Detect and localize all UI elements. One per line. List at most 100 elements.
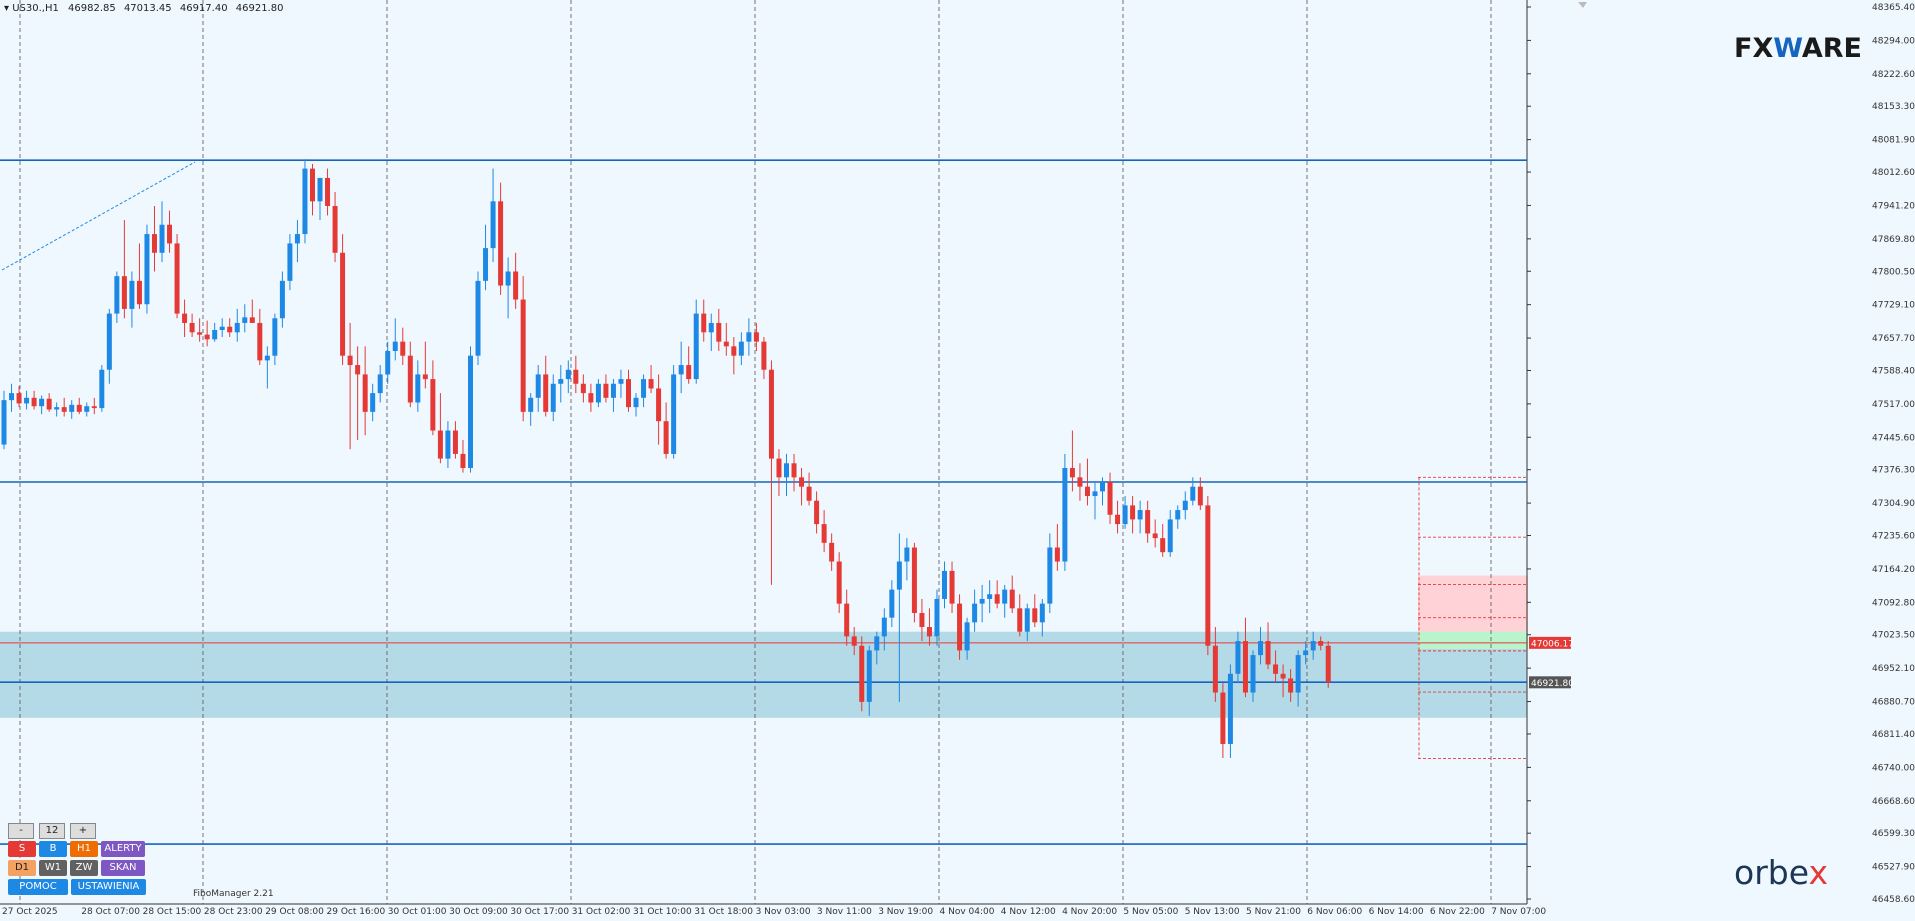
step-minus-button[interactable]: - [8,823,34,839]
candle-body [979,598,985,604]
candle-body [1039,603,1045,623]
price-axis: 48365.40 48294.00 48222.60 48153.30 48081.90… [1527,0,1915,921]
candle-body [708,322,714,333]
time-tick-label: 4 Nov 12:00 [1001,907,1056,917]
candles-layer [1,159,1331,759]
candle-body [129,280,135,309]
candle-body [1024,608,1030,632]
candle-body [580,383,586,394]
price-tick-label: 46458.60 [1872,895,1915,905]
candle-body [490,201,496,249]
candle-body [874,636,880,651]
price-tick-label: 47023.50 [1872,631,1915,641]
candle-body [934,598,940,637]
candle-body [1212,645,1218,693]
candle-body [377,374,383,394]
candle-body [1325,645,1331,683]
candle-body [957,603,963,651]
help-button[interactable]: POMOC [8,879,68,895]
settings-button[interactable]: USTAWIENIA [71,879,146,895]
time-tick-label: 28 Oct 07:00 [81,907,140,917]
candle-body [1160,538,1166,553]
candle-body [39,398,45,407]
candle-body [242,317,248,323]
price-tick-label: 48294.00 [1872,36,1915,46]
candle-body [136,280,142,305]
candle-body [197,332,203,335]
zones-layer [0,575,1818,718]
candle-body [121,276,127,309]
candle-body [332,206,338,253]
price-tick-label: 46740.00 [1872,763,1915,773]
d1-button[interactable]: D1 [8,860,36,876]
time-tick-label: 30 Oct 17:00 [510,907,569,917]
candle-body [151,234,157,253]
scan-button[interactable]: SKAN [101,860,145,876]
candle-body [610,383,616,398]
candle-body [1175,510,1181,520]
symbol-label: US30.,H1 [12,3,59,14]
candle-body [1280,673,1286,679]
w1-button[interactable]: W1 [39,860,67,876]
candle-body [543,374,549,412]
candle-body [287,243,293,281]
candle-body [558,379,564,384]
support-zone [0,631,1527,718]
sell-button[interactable]: S [8,841,36,857]
logo-part: W [1773,33,1802,64]
price-tick-label: 47092.80 [1872,598,1915,608]
price-tick-label: 47304.90 [1872,499,1915,509]
candle-body [768,369,774,459]
candle-body [693,313,699,380]
time-tick-label: 31 Oct 18:00 [694,907,753,917]
candle-body [467,355,473,468]
candle-body [76,404,82,412]
time-tick-label: 6 Nov 22:00 [1430,907,1485,917]
step-value-field[interactable]: 12 [39,823,65,839]
candle-body [362,374,368,412]
time-tick-label: 5 Nov 21:00 [1246,907,1301,917]
fibo-manager-label: FiboManager 2.21 [193,889,274,899]
h1-button[interactable]: H1 [70,841,98,857]
candle-body [1205,505,1211,646]
menu-triangle-icon[interactable]: ▾ [4,3,13,14]
candle-body [1092,491,1098,497]
panel-row-3: POMOC USTAWIENIA [8,879,146,895]
candle-body [588,393,594,403]
ohlc-values: 46982.85 47013.45 46917.40 46921.80 [68,3,288,14]
price-tick-label: 47164.20 [1872,565,1915,575]
logo-part: orbe [1734,853,1809,892]
candle-body [1235,641,1241,674]
logo-part: x [1808,853,1828,892]
price-axis-background [1528,0,1915,921]
candle-body [257,322,263,361]
candle-body [821,524,827,543]
candle-body [294,234,300,244]
candle-body [1032,608,1038,623]
candle-body [911,547,917,613]
time-tick-label: 29 Oct 08:00 [265,907,324,917]
candle-body [174,243,180,314]
candle-body [430,379,436,431]
time-tick-label: 29 Oct 16:00 [327,907,386,917]
candle-body [219,326,225,330]
candle-body [1122,505,1128,525]
time-tick-label: 30 Oct 01:00 [388,907,447,917]
candle-body [1,400,7,445]
candle-body [641,379,647,398]
buy-button[interactable]: B [39,841,67,857]
candle-body [437,430,443,459]
candle-body [1197,486,1203,506]
candle-body [535,374,541,398]
zw-button[interactable]: ZW [70,860,98,876]
candle-body [1303,650,1309,656]
candle-body [347,355,353,366]
alerts-button[interactable]: ALERTY [101,841,145,857]
price-tick-label: 48222.60 [1872,70,1915,80]
step-plus-button[interactable]: + [70,823,96,839]
candle-body [227,326,233,333]
candle-body [889,589,895,618]
candle-body [994,594,1000,604]
candle-body [1115,514,1121,525]
